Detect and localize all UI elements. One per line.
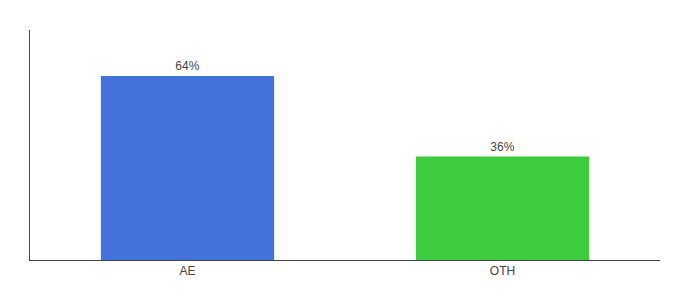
svg-text:OTH: OTH bbox=[490, 264, 515, 278]
svg-text:AE: AE bbox=[179, 264, 195, 278]
svg-text:64%: 64% bbox=[175, 59, 199, 73]
svg-text:36%: 36% bbox=[490, 140, 514, 154]
